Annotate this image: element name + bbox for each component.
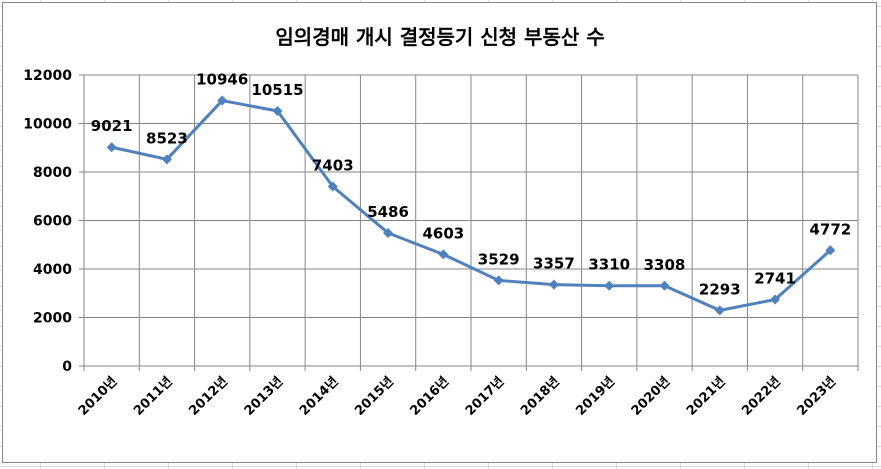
y-tick-label: 6000 (33, 214, 72, 230)
data-point-marker (383, 227, 394, 238)
data-point-marker (604, 280, 615, 291)
data-label: 2741 (754, 270, 796, 288)
data-label: 5486 (367, 203, 409, 221)
data-point-marker (770, 294, 781, 305)
x-tick-label: 2019년 (573, 374, 618, 419)
data-label: 3308 (644, 256, 686, 274)
data-point-marker (493, 275, 504, 286)
data-point-marker (714, 305, 725, 316)
x-tick-label: 2011년 (131, 374, 176, 419)
data-label: 9021 (91, 117, 133, 135)
x-tick-label: 2016년 (408, 374, 453, 419)
chart-title: 임의경매 개시 결정등기 신청 부동산 수 (275, 25, 604, 49)
y-tick-label: 12000 (23, 68, 72, 84)
data-point-marker (217, 95, 228, 106)
x-tick-label: 2022년 (739, 374, 784, 419)
data-label: 8523 (146, 129, 188, 147)
x-tick-label: 2014년 (297, 374, 342, 419)
y-tick-label: 10000 (23, 117, 72, 133)
data-point-marker (825, 245, 836, 256)
x-tick-label: 2013년 (242, 374, 287, 419)
data-point-marker (548, 279, 559, 290)
data-point-marker (161, 154, 172, 165)
y-tick-label: 8000 (33, 165, 72, 181)
data-point-marker (106, 142, 117, 153)
data-label: 4603 (422, 224, 464, 242)
x-tick-label: 2015년 (352, 374, 397, 419)
x-tick-label: 2012년 (186, 374, 231, 419)
data-point-marker (327, 181, 338, 192)
chart-area[interactable] (2, 2, 877, 463)
data-label: 2293 (699, 280, 741, 298)
data-point-marker (272, 106, 283, 117)
y-tick-label: 2000 (33, 311, 72, 327)
x-tick-label: 2017년 (463, 374, 508, 419)
x-tick-label: 2023년 (795, 374, 840, 419)
y-tick-label: 4000 (33, 262, 72, 278)
x-tick-label: 2020년 (629, 374, 674, 419)
x-tick-label: 2018년 (518, 374, 563, 419)
data-point-marker (438, 249, 449, 260)
data-label: 10946 (196, 71, 248, 89)
data-label: 7403 (312, 156, 354, 174)
data-label: 3357 (533, 255, 575, 273)
data-label: 3310 (588, 256, 630, 274)
x-tick-label: 2010년 (76, 374, 121, 419)
series-line (111, 99, 832, 312)
y-tick-label: 0 (62, 359, 72, 375)
data-label: 10515 (251, 81, 303, 99)
data-point-marker (659, 280, 670, 291)
data-label: 4772 (809, 220, 851, 238)
data-label: 3529 (478, 250, 520, 268)
x-tick-label: 2021년 (684, 374, 729, 419)
